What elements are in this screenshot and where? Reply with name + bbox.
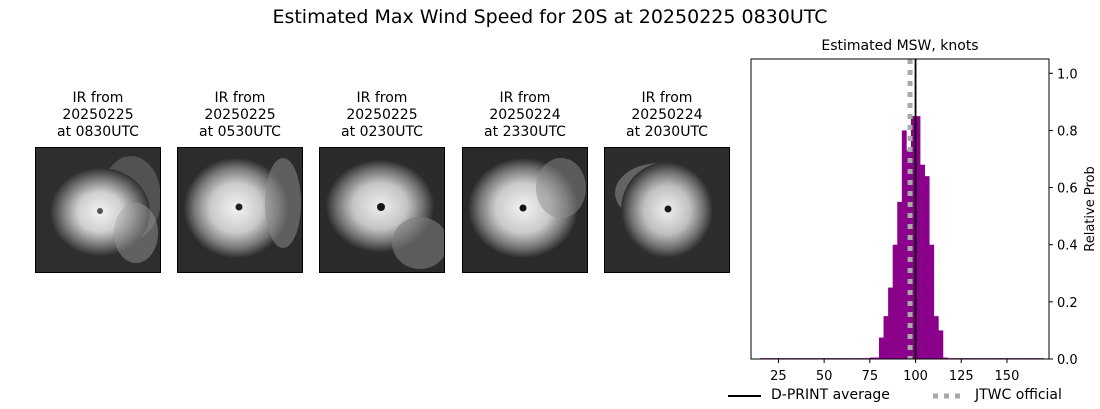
ir-panel-title-3: IR from 20250225 at 0230UTC	[319, 90, 445, 141]
histogram-bar	[938, 330, 944, 359]
ir-panel-title-1: IR from 20250225 at 0830UTC	[35, 90, 161, 141]
histogram-bar	[910, 116, 916, 360]
histogram-bar	[888, 287, 893, 359]
x-tick-label: 25	[770, 369, 787, 384]
ir-image-1	[35, 147, 161, 273]
x-tick-label: 50	[816, 369, 833, 384]
y-tick-label: 0.4	[1057, 239, 1078, 254]
histogram-bar	[874, 357, 880, 359]
legend-jtwc-label: JTWC official	[975, 387, 1062, 403]
y-tick-label: 0.6	[1057, 182, 1078, 197]
histogram-bar	[915, 116, 921, 360]
ir-panel-title-5: IR from 20250224 at 2030UTC	[604, 90, 730, 141]
x-tick-label: 75	[862, 369, 879, 384]
panel-line-2: 20250225	[204, 107, 276, 123]
x-tick-label: 100	[903, 369, 928, 384]
ir-image-4	[462, 147, 588, 273]
panel-line-1: IR from	[214, 90, 266, 106]
panel-line-1: IR from	[72, 90, 124, 106]
x-tick-label: 150	[995, 369, 1020, 384]
panel-line-3: at 0230UTC	[341, 124, 423, 140]
histogram-bar	[942, 357, 948, 359]
histogram-bar	[883, 316, 889, 359]
ir-image-5	[604, 147, 730, 273]
axes-frame	[750, 58, 1050, 360]
panel-line-1: IR from	[499, 90, 551, 106]
panel-line-2: 20250225	[62, 107, 134, 123]
x-tick-label: 125	[949, 369, 974, 384]
chart-title: Estimated MSW, knots	[821, 38, 978, 54]
panel-line-1: IR from	[356, 90, 408, 106]
histogram-bar	[901, 130, 907, 359]
histogram-bar	[892, 244, 898, 359]
panel-line-3: at 2030UTC	[626, 124, 708, 140]
panel-line-2: 20250224	[631, 107, 703, 123]
ir-panel-title-4: IR from 20250224 at 2330UTC	[462, 90, 588, 141]
histogram-bar	[920, 164, 925, 359]
histogram-bar	[924, 176, 930, 359]
y-axis-label: Relative Prob	[1083, 166, 1098, 251]
histogram-bar	[869, 357, 875, 359]
histogram-bar	[933, 316, 939, 359]
legend-dprint-label: D-PRINT average	[771, 387, 890, 403]
histogram-bar	[897, 201, 903, 359]
y-tick-label: 0.0	[1057, 353, 1078, 368]
panel-line-1: IR from	[641, 90, 693, 106]
y-tick-label: 0.8	[1057, 124, 1078, 139]
panel-line-3: at 2330UTC	[484, 124, 566, 140]
y-tick-label: 1.0	[1057, 67, 1078, 82]
histogram-bar	[929, 244, 935, 359]
ir-image-3	[319, 147, 445, 273]
legend: D-PRINT average JTWC official	[728, 386, 1078, 406]
y-tick-label: 0.2	[1057, 296, 1078, 311]
panel-line-2: 20250224	[489, 107, 561, 123]
histogram-bar	[906, 150, 912, 359]
histogram-bar	[878, 337, 884, 359]
figure-title: Estimated Max Wind Speed for 20S at 2025…	[272, 6, 828, 28]
ir-panel-title-2: IR from 20250225 at 0530UTC	[177, 90, 303, 141]
panel-line-3: at 0530UTC	[199, 124, 281, 140]
panel-line-3: at 0830UTC	[57, 124, 139, 140]
ir-image-2	[177, 147, 303, 273]
panel-line-2: 20250225	[346, 107, 418, 123]
